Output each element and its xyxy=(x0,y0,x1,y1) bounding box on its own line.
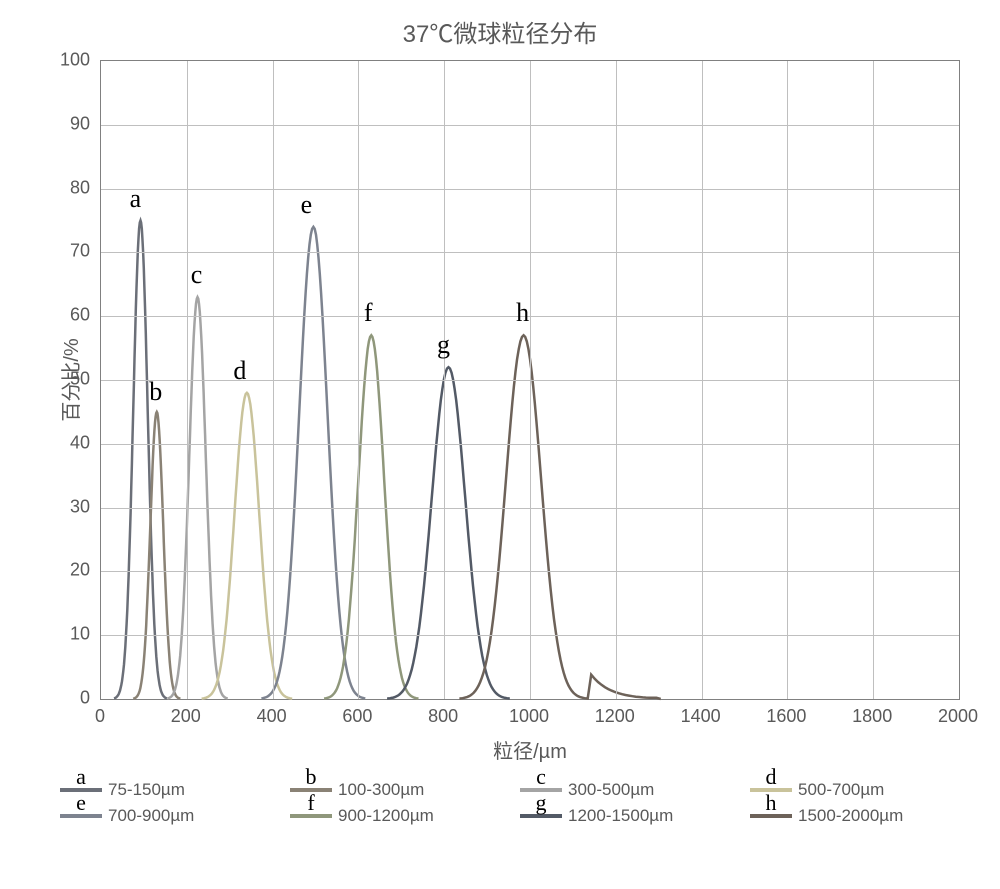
peak-label-a: a xyxy=(130,184,142,214)
peak-label-g: g xyxy=(437,330,450,360)
gridline-v xyxy=(530,61,531,699)
chart-title: 37℃微球粒径分布 xyxy=(0,14,1000,49)
gridline-v xyxy=(358,61,359,699)
legend-swatch: h xyxy=(750,814,792,818)
series-a xyxy=(114,221,167,699)
legend-letter: d xyxy=(766,764,777,790)
y-tick-label: 40 xyxy=(40,432,90,453)
gridline-v xyxy=(702,61,703,699)
legend-item-h: h 1500-2000µm xyxy=(750,806,980,826)
legend-label: 100-300µm xyxy=(338,780,424,800)
legend-swatch: g xyxy=(520,814,562,818)
x-axis-label: 粒径/µm xyxy=(100,735,960,764)
x-tick-label: 1000 xyxy=(509,706,549,727)
x-tick-label: 200 xyxy=(171,706,201,727)
y-tick-label: 30 xyxy=(40,496,90,517)
peak-label-d: d xyxy=(233,356,246,386)
y-tick-label: 60 xyxy=(40,305,90,326)
legend-label: 75-150µm xyxy=(108,780,185,800)
gridline-v xyxy=(187,61,188,699)
legend-item-d: d500-700µm xyxy=(750,780,980,800)
x-tick-label: 2000 xyxy=(938,706,978,727)
legend-row: e 700-900µm f 900-1200µm g 1200-1500µm h 1500-2… xyxy=(60,806,980,826)
peak-label-f: f xyxy=(364,298,373,328)
legend-item-a: a75-150µm xyxy=(60,780,290,800)
gridline-v xyxy=(444,61,445,699)
plot-area xyxy=(100,60,960,700)
legend-letter: a xyxy=(76,764,86,790)
legend: a75-150µmb100-300µmc300-500µmd500-700µme… xyxy=(60,780,980,832)
gridline-v xyxy=(873,61,874,699)
y-tick-label: 0 xyxy=(40,688,90,709)
legend-swatch: f xyxy=(290,814,332,818)
x-tick-label: 600 xyxy=(342,706,372,727)
y-tick-label: 90 xyxy=(40,113,90,134)
series-f xyxy=(324,335,418,698)
legend-letter: f xyxy=(307,790,314,816)
y-tick-label: 50 xyxy=(40,369,90,390)
x-tick-label: 1600 xyxy=(766,706,806,727)
legend-letter: b xyxy=(306,764,317,790)
gridline-v xyxy=(273,61,274,699)
peak-label-b: b xyxy=(149,377,162,407)
series-g xyxy=(387,367,510,698)
legend-letter: h xyxy=(766,790,777,816)
series-e xyxy=(261,227,365,699)
legend-swatch: e xyxy=(60,814,102,818)
legend-label: 700-900µm xyxy=(108,806,194,826)
legend-letter: g xyxy=(536,790,547,816)
legend-item-f: f 900-1200µm xyxy=(290,806,520,826)
legend-item-g: g 1200-1500µm xyxy=(520,806,750,826)
y-tick-label: 70 xyxy=(40,241,90,262)
peak-label-h: h xyxy=(516,298,529,328)
x-tick-label: 1800 xyxy=(852,706,892,727)
legend-label: 1500-2000µm xyxy=(798,806,903,826)
x-tick-label: 800 xyxy=(428,706,458,727)
x-tick-label: 400 xyxy=(257,706,287,727)
y-tick-label: 10 xyxy=(40,624,90,645)
y-tick-label: 20 xyxy=(40,560,90,581)
legend-item-e: e 700-900µm xyxy=(60,806,290,826)
legend-item-b: b100-300µm xyxy=(290,780,520,800)
legend-row: a75-150µmb100-300µmc300-500µmd500-700µm xyxy=(60,780,980,800)
x-tick-label: 1400 xyxy=(681,706,721,727)
legend-label: 1200-1500µm xyxy=(568,806,673,826)
legend-label: 900-1200µm xyxy=(338,806,434,826)
y-tick-label: 80 xyxy=(40,177,90,198)
peak-label-c: c xyxy=(191,260,203,290)
legend-label: 500-700µm xyxy=(798,780,884,800)
legend-letter: e xyxy=(76,790,86,816)
x-tick-label: 1200 xyxy=(595,706,635,727)
gridline-v xyxy=(616,61,617,699)
legend-letter: c xyxy=(536,764,546,790)
x-tick-label: 0 xyxy=(95,706,105,727)
legend-item-c: c300-500µm xyxy=(520,780,750,800)
series-c xyxy=(167,297,227,698)
gridline-v xyxy=(787,61,788,699)
series-h xyxy=(459,335,660,699)
y-tick-label: 100 xyxy=(40,50,90,71)
peak-label-e: e xyxy=(301,190,313,220)
legend-label: 300-500µm xyxy=(568,780,654,800)
